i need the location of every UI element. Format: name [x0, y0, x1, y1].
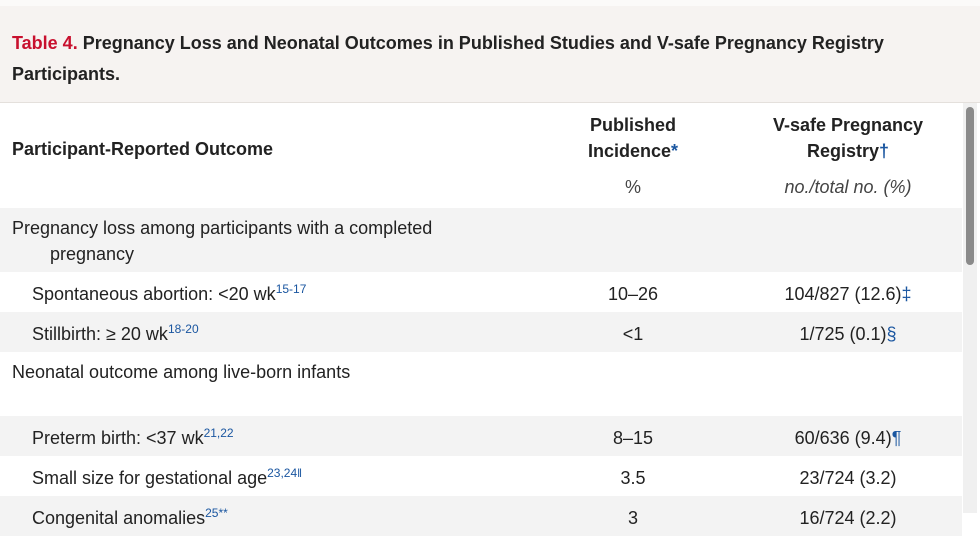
vsafe-value: 16/724 (2.2) [738, 505, 958, 531]
vsafe-text: 1/725 (0.1) [799, 324, 887, 344]
vsafe-text: 23/724 (3.2) [799, 468, 897, 488]
group-row: Pregnancy loss among participants with a… [0, 208, 962, 272]
row-label-text: Stillbirth: ≥ 20 wk [32, 324, 168, 344]
scrollbar[interactable] [963, 103, 977, 513]
column-header: V-safe Pregnancy Registry† [738, 112, 958, 164]
header-line: Registry [806, 141, 879, 161]
header-line: V-safe Pregnancy [772, 115, 924, 135]
scrollbar-thumb[interactable] [966, 107, 974, 265]
published-incidence: 10–26 [607, 284, 659, 304]
table: Participant-Reported Outcome Published Inc… [0, 103, 962, 536]
unit-label: no./total no. (%) [784, 177, 912, 197]
footnote-mark: ‡ [901, 284, 912, 304]
header-line: Incidence [587, 141, 671, 161]
published-incidence: 3 [627, 508, 638, 528]
row-label: Spontaneous abortion: <20 wk15-17 [32, 281, 502, 307]
data-row: Stillbirth: ≥ 20 wk18-20 <1 1/725 (0.1)§ [0, 312, 962, 352]
table-label: Table 4. [12, 33, 78, 53]
row-label: Pregnancy loss among participants with a… [12, 215, 520, 267]
row-label-text: Neonatal outcome among live-born infants [12, 362, 351, 382]
column-header: Published Incidence* [523, 112, 743, 164]
reference: 15-17 [275, 282, 307, 296]
vsafe-text: 104/827 (12.6) [784, 284, 902, 304]
vsafe-text: 16/724 (2.2) [799, 508, 897, 528]
footnote-mark: § [886, 324, 897, 344]
vsafe-value: 104/827 (12.6)‡ [738, 281, 958, 307]
row-label: Neonatal outcome among live-born infants [12, 359, 520, 385]
vsafe-value: 60/636 (9.4)¶ [738, 425, 958, 451]
row-label-text: Congenital anomalies [32, 508, 206, 528]
data-row: Small size for gestational age23,24‖ 3.5 2… [0, 456, 962, 496]
column-header: Participant-Reported Outcome [12, 139, 274, 159]
table-title-text: Pregnancy Loss and Neonatal Outcomes in … [12, 33, 884, 84]
published-incidence: <1 [622, 324, 644, 344]
vsafe-text: 60/636 (9.4) [794, 428, 892, 448]
footnote-mark: ‖ [297, 466, 303, 480]
row-label-text: Spontaneous abortion: <20 wk [32, 284, 276, 304]
row-label-text: Preterm birth: <37 wk [32, 428, 204, 448]
header-line: Published [589, 115, 676, 135]
unit-label: % [624, 177, 641, 197]
data-row: Congenital anomalies25** 3 16/724 (2.2) [0, 496, 962, 536]
table-title: Table 4. Pregnancy Loss and Neonatal Out… [12, 28, 912, 90]
reference: 21,22 [203, 426, 234, 440]
footnote-mark: † [879, 141, 890, 161]
row-label: Preterm birth: <37 wk21,22 [32, 425, 502, 451]
row-label: Congenital anomalies25** [32, 505, 502, 531]
reference: 25 [205, 506, 219, 520]
row-label-text: Pregnancy loss among participants with a… [12, 218, 433, 264]
footnote-mark: ** [218, 506, 228, 520]
vsafe-value: 23/724 (3.2) [738, 465, 958, 491]
row-label: Small size for gestational age23,24‖ [32, 465, 502, 491]
vsafe-value: 1/725 (0.1)§ [738, 321, 958, 347]
title-band: Table 4. Pregnancy Loss and Neonatal Out… [0, 0, 980, 103]
reference: 23,24 [267, 466, 298, 480]
group-row: Neonatal outcome among live-born infants [0, 352, 962, 416]
row-label: Stillbirth: ≥ 20 wk18-20 [32, 321, 502, 347]
footnote-mark: ¶ [891, 428, 902, 448]
row-label-text: Small size for gestational age [32, 468, 268, 488]
header-row: Participant-Reported Outcome Published Inc… [0, 103, 962, 208]
data-row: Preterm birth: <37 wk21,22 8–15 60/636 (9.… [0, 416, 962, 456]
reference: 18-20 [167, 322, 199, 336]
footnote-mark: * [671, 141, 679, 161]
data-row: Spontaneous abortion: <20 wk15-17 10–26 10… [0, 272, 962, 312]
published-incidence: 3.5 [620, 468, 646, 488]
published-incidence: 8–15 [612, 428, 654, 448]
